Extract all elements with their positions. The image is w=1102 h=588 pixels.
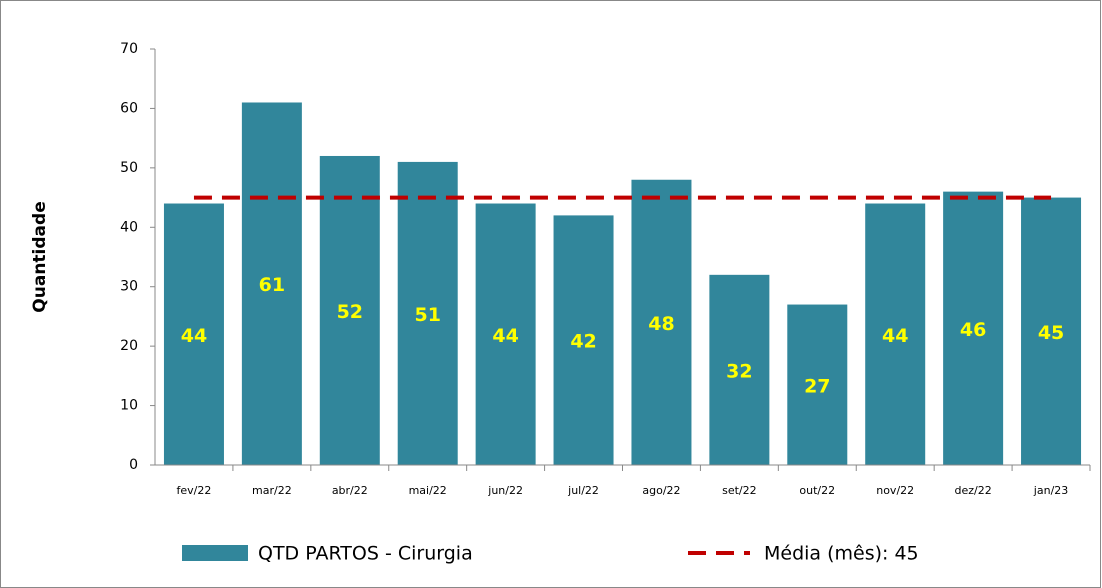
- bar: [241, 102, 302, 465]
- data-label: 44: [492, 325, 518, 347]
- data-label: 52: [337, 301, 363, 323]
- bar: [553, 215, 614, 465]
- x-tick-label: jan/23: [1033, 484, 1068, 497]
- legend-swatch: [182, 545, 248, 561]
- x-tick-label: set/22: [722, 484, 757, 497]
- x-tick-label: nov/22: [876, 484, 914, 497]
- bar: [709, 274, 770, 465]
- x-tick-label: dez/22: [955, 484, 992, 497]
- bar: [943, 191, 1004, 465]
- bar: [475, 203, 536, 465]
- bar: [163, 203, 224, 465]
- data-label: 32: [726, 360, 752, 382]
- y-tick-label: 10: [120, 398, 138, 414]
- y-tick-label: 30: [120, 279, 138, 295]
- bar: [319, 155, 380, 465]
- data-label: 44: [882, 325, 908, 347]
- x-tick-label: ago/22: [642, 484, 680, 497]
- data-label: 51: [414, 304, 440, 326]
- legend-label: Média (mês): 45: [764, 543, 919, 565]
- y-tick-label: 60: [120, 100, 138, 116]
- data-label: 42: [570, 331, 596, 353]
- data-label: 44: [181, 325, 207, 347]
- x-tick-label: out/22: [799, 484, 835, 497]
- bar: [631, 179, 692, 465]
- bar: [397, 161, 458, 465]
- data-label: 27: [804, 375, 830, 397]
- y-tick-label: 40: [120, 219, 138, 235]
- y-tick-label: 50: [120, 160, 138, 176]
- bar: [865, 203, 926, 465]
- x-tick-label: jun/22: [487, 484, 523, 497]
- legend-label: QTD PARTOS - Cirurgia: [258, 543, 473, 565]
- x-tick-label: mar/22: [252, 484, 292, 497]
- x-tick-label: jul/22: [567, 484, 599, 497]
- bar: [787, 304, 848, 465]
- bar: [1021, 197, 1082, 466]
- y-tick-label: 0: [129, 457, 138, 473]
- y-axis-title: Quantidade: [30, 201, 50, 312]
- y-tick-label: 70: [120, 41, 138, 57]
- data-label: 48: [648, 313, 674, 335]
- y-tick-label: 20: [120, 338, 138, 354]
- data-label: 46: [960, 319, 986, 341]
- x-tick-label: abr/22: [332, 484, 368, 497]
- x-tick-label: fev/22: [177, 484, 212, 497]
- data-label: 61: [259, 274, 285, 296]
- x-tick-label: mai/22: [409, 484, 447, 497]
- data-label: 45: [1038, 322, 1064, 344]
